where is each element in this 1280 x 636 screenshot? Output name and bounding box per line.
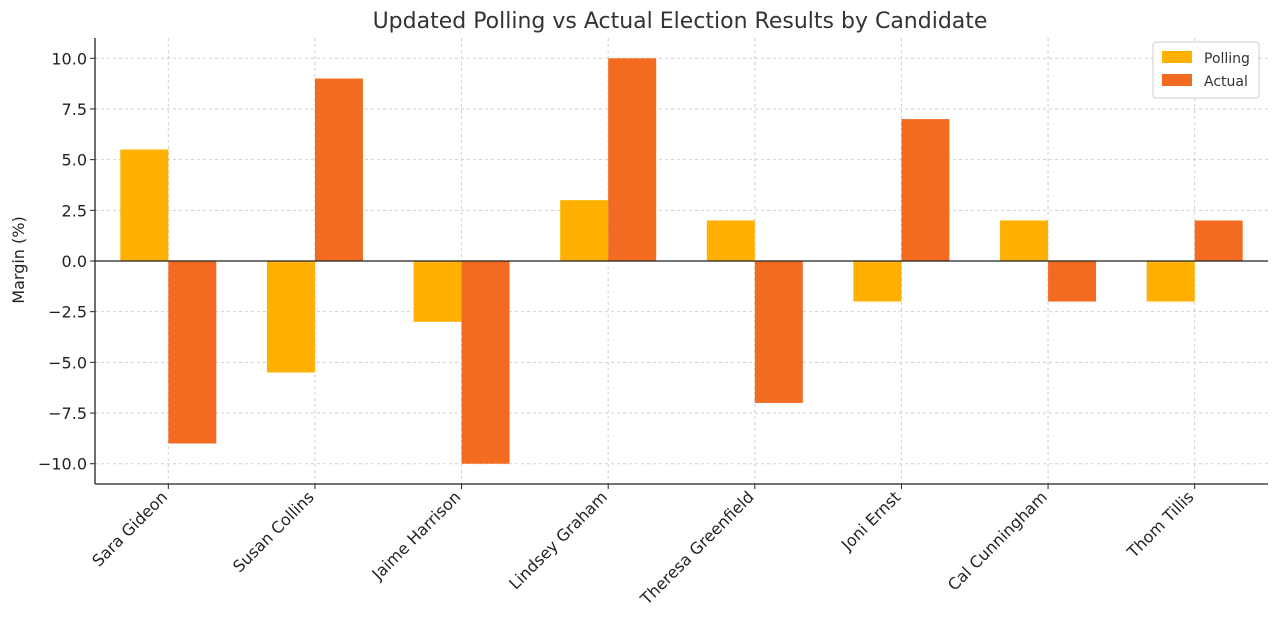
- y-tick-label: 5.0: [62, 151, 87, 170]
- bar-actual-1: [314, 78, 363, 261]
- y-tick-label: −5.0: [48, 353, 87, 372]
- legend-label-polling: Polling: [1204, 51, 1250, 67]
- y-tick-label: 0.0: [62, 252, 87, 271]
- x-tick-label: Jaime Harrison: [368, 487, 465, 584]
- legend-label-actual: Actual: [1204, 74, 1248, 90]
- bar-polling-7: [1146, 261, 1195, 302]
- bar-polling-4: [706, 220, 755, 261]
- bar-actual-6: [1048, 261, 1097, 302]
- legend-swatch-actual: [1162, 74, 1192, 86]
- x-tick-labels: Sara Gideon Susan Collins Jaime Harrison Li…: [88, 487, 1197, 609]
- chart-title: Updated Polling vs Actual Election Resul…: [373, 9, 988, 34]
- bar-polling-2: [413, 261, 462, 322]
- x-tick-label: Lindsey Graham: [505, 487, 611, 593]
- bar-actual-5: [901, 119, 950, 261]
- bar-polling-0: [120, 149, 169, 261]
- bar-polling-3: [560, 200, 609, 261]
- bar-polling-1: [266, 261, 315, 373]
- y-tick-label: −7.5: [48, 404, 87, 423]
- bar-actual-4: [754, 261, 803, 403]
- x-tick-label: Thom Tillis: [1123, 487, 1198, 562]
- y-tick-label: −10.0: [38, 455, 87, 474]
- bar-actual-3: [608, 58, 657, 261]
- y-tick-label: 2.5: [62, 201, 87, 220]
- bar-actual-2: [461, 261, 510, 464]
- x-tick-label: Cal Cunningham: [944, 487, 1051, 594]
- x-tick-label: Theresa Greenfield: [636, 487, 758, 609]
- x-tick-label: Sara Gideon: [88, 487, 171, 570]
- x-tick-label: Susan Collins: [229, 487, 318, 576]
- legend: Polling Actual: [1152, 41, 1260, 99]
- y-tick-label: 7.5: [62, 100, 87, 119]
- y-axis-label: Margin (%): [9, 216, 28, 303]
- bar-actual-7: [1194, 220, 1243, 261]
- bars: [120, 58, 1243, 464]
- y-tick-labels: 10.0 7.5 5.0 2.5 0.0 −2.5 −5.0 −7.5 −10.0: [38, 49, 87, 473]
- axes: [90, 38, 1268, 489]
- y-tick-label: 10.0: [51, 49, 87, 68]
- bar-polling-6: [1000, 220, 1049, 261]
- bar-actual-0: [168, 261, 217, 444]
- x-tick-label: Joni Ernst: [837, 487, 904, 554]
- y-tick-label: −2.5: [48, 303, 87, 322]
- legend-swatch-polling: [1162, 51, 1192, 63]
- bar-polling-5: [853, 261, 902, 302]
